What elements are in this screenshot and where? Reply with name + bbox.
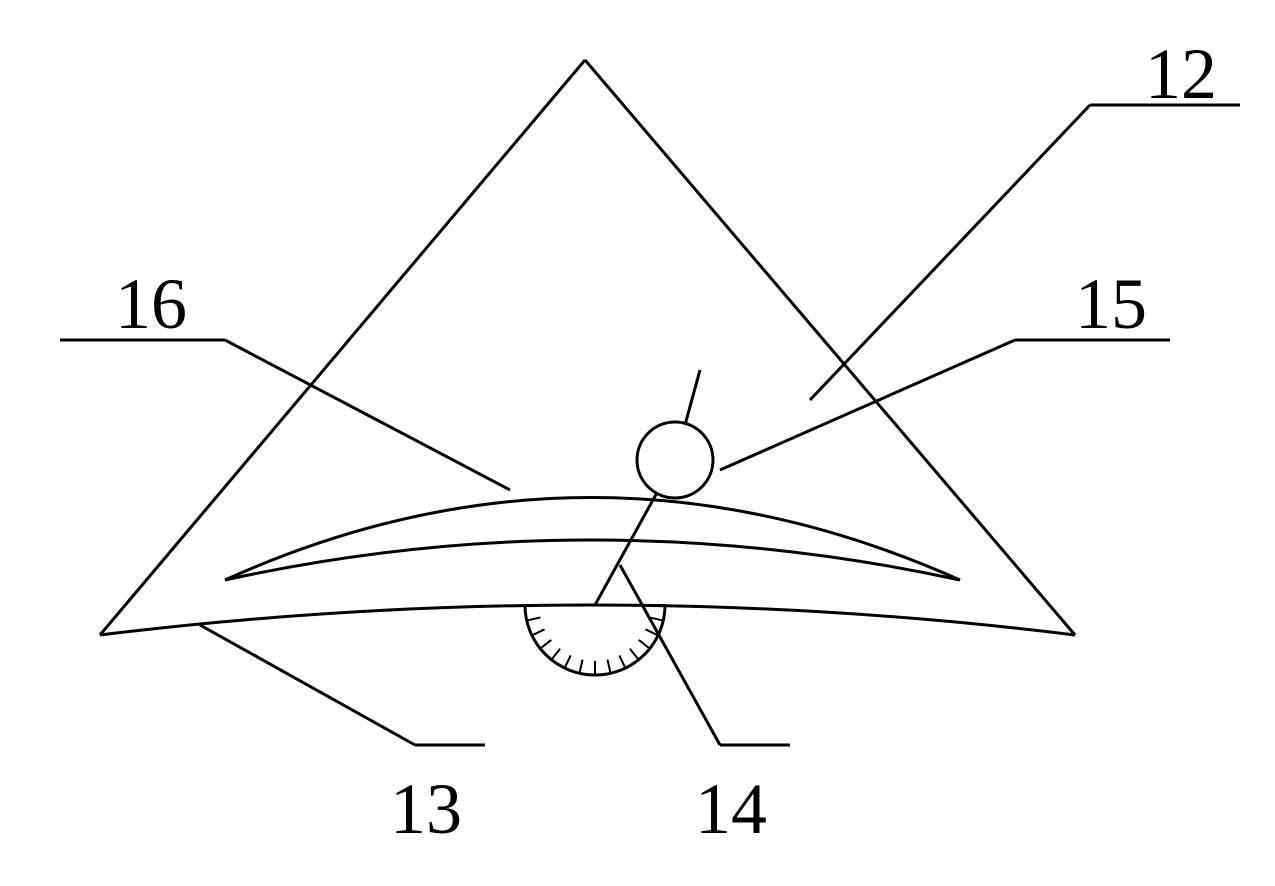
leader-line xyxy=(810,105,1090,400)
triangle-bottom-arc xyxy=(100,605,1075,635)
label-14: 14 xyxy=(695,768,767,851)
label-15: 15 xyxy=(1075,263,1147,346)
label-14-text: 14 xyxy=(695,769,767,849)
label-16-text: 16 xyxy=(115,264,187,344)
short-line-above-circle xyxy=(685,370,700,425)
hatch-tick xyxy=(639,640,650,649)
hatch-tick xyxy=(527,617,541,620)
leader-line xyxy=(720,340,1015,470)
hatch-tick xyxy=(565,655,571,668)
hatch-tick xyxy=(619,655,625,668)
pivot-circle xyxy=(637,422,713,498)
hatch-tick xyxy=(630,649,639,660)
hatch-tick xyxy=(551,649,560,660)
hatch-tick xyxy=(579,660,582,674)
label-16: 16 xyxy=(115,263,187,346)
hatch-tick xyxy=(540,640,551,649)
inner-arc-lower xyxy=(225,540,960,580)
label-12-text: 12 xyxy=(1145,34,1217,114)
leader-line xyxy=(225,340,510,490)
label-12: 12 xyxy=(1145,33,1217,116)
hatch-tick xyxy=(532,629,545,635)
hatch-tick xyxy=(607,660,610,674)
label-13: 13 xyxy=(390,768,462,851)
diagram-canvas xyxy=(0,0,1275,886)
label-15-text: 15 xyxy=(1075,264,1147,344)
leader-line xyxy=(200,625,415,745)
triangle-left-side xyxy=(100,60,585,635)
label-13-text: 13 xyxy=(390,769,462,849)
